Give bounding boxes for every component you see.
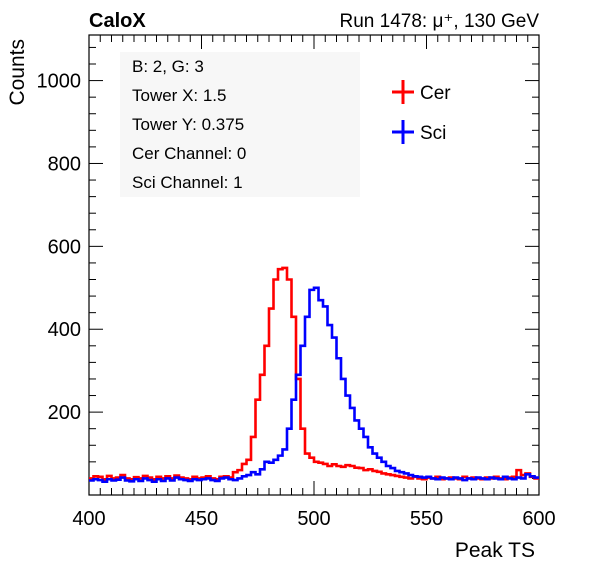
info-line-5: Sci Channel: 1: [132, 173, 243, 192]
x-tick-label: 600: [522, 508, 555, 530]
info-line-3: Tower Y: 0.375: [132, 115, 244, 134]
series-line-cer: [89, 266, 539, 481]
info-line-1: B: 2, G: 3: [132, 57, 204, 76]
legend-sci-label: Sci: [420, 123, 446, 144]
info-line-2: Tower X: 1.5: [132, 86, 227, 105]
x-tick-label: 400: [72, 508, 105, 530]
y-tick-label: 800: [48, 153, 81, 175]
y-tick-label: 400: [48, 319, 81, 341]
x-tick-label: 500: [297, 508, 330, 530]
series-sci: [89, 286, 539, 484]
legend-entry-cer: Cer: [392, 80, 451, 104]
x-tick-label: 450: [185, 508, 218, 530]
axis-ticks: 400 450 500 550 600 200 400 600 800 1000: [37, 35, 556, 530]
legend-entry-sci: Sci: [392, 120, 446, 144]
series-line-sci: [89, 286, 539, 484]
info-box-background: [120, 52, 360, 197]
info-line-4: Cer Channel: 0: [132, 144, 246, 163]
legend-cer-label: Cer: [420, 83, 451, 104]
y-tick-label: 600: [48, 236, 81, 258]
x-tick-label: 550: [410, 508, 443, 530]
x-axis-title: Peak TS: [455, 539, 535, 562]
info-box: B: 2, G: 3 Tower X: 1.5 Tower Y: 0.375 C…: [120, 52, 360, 197]
series-cer: [89, 266, 539, 481]
series-layer: [89, 266, 539, 484]
header-left-label: CaloX: [89, 10, 146, 32]
header-right-label: Run 1478: μ⁺, 130 GeV: [340, 11, 540, 32]
legend: Cer Sci: [392, 80, 451, 144]
y-axis-title: Counts: [6, 39, 29, 106]
y-tick-label: 1000: [37, 71, 82, 93]
y-tick-label: 200: [48, 402, 81, 424]
